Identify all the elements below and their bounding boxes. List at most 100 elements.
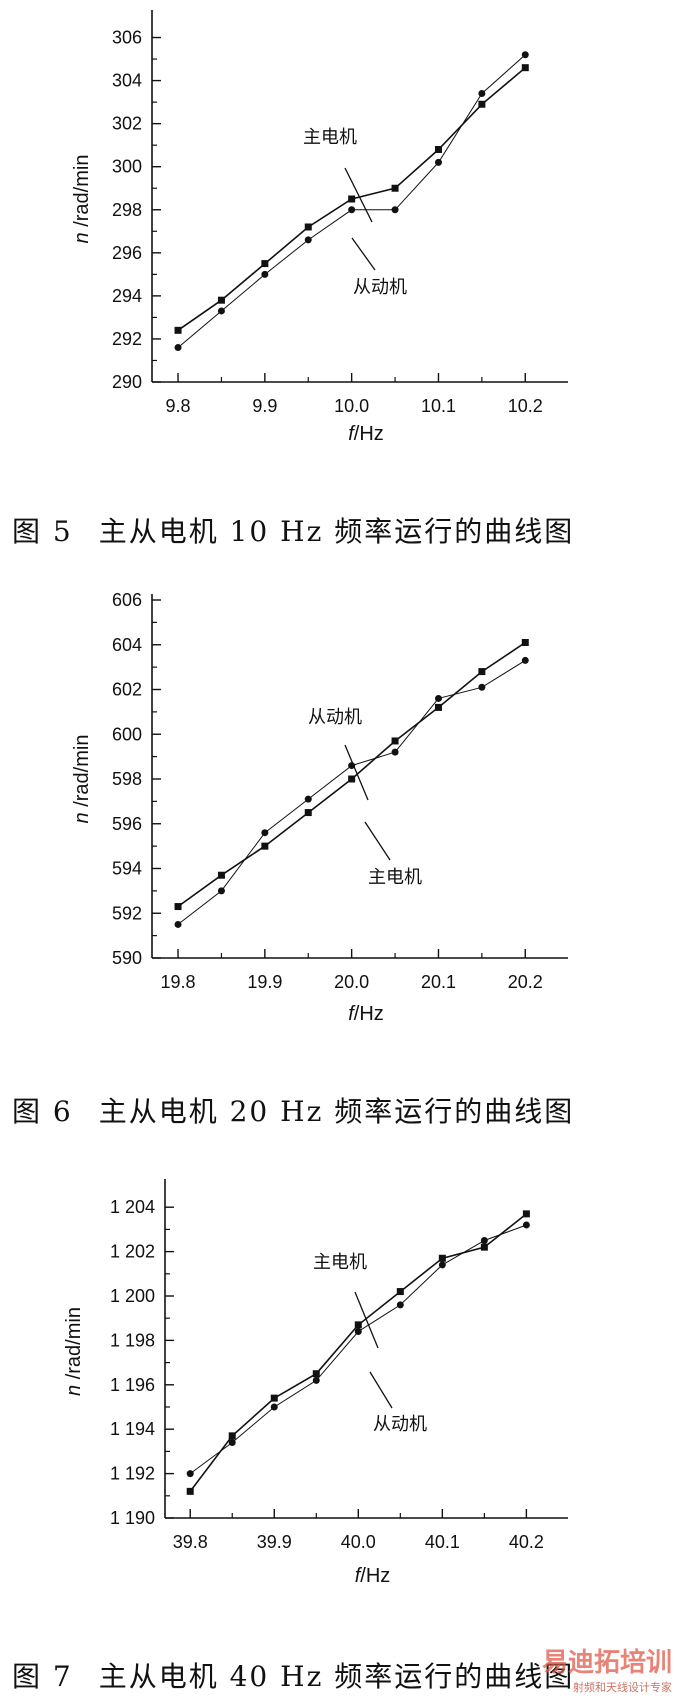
y-tick-label: 296 xyxy=(112,243,142,263)
watermark-logo-text: 易迪拓培训 xyxy=(541,1648,672,1678)
series-line-main-motor xyxy=(177,641,526,908)
y-tick-label: 298 xyxy=(112,200,142,220)
x-tick-label: 39.8 xyxy=(173,1532,208,1552)
data-point-square xyxy=(438,1254,446,1262)
y-axis-label: n /rad/min xyxy=(71,155,93,244)
y-tick-label: 598 xyxy=(112,769,142,789)
caption-number: 图 5 xyxy=(12,515,73,548)
watermark: 易迪拓培训 射频和天线设计专家 xyxy=(542,1642,672,1695)
x-tick-label: 20.0 xyxy=(334,972,369,992)
y-tick-label: 1 202 xyxy=(110,1242,155,1262)
data-point-circle xyxy=(434,694,442,702)
annotation-leader-line xyxy=(354,1291,379,1349)
y-tick-label: 596 xyxy=(112,814,142,834)
data-point-circle xyxy=(228,1439,236,1447)
y-tick-label: 1 204 xyxy=(110,1197,155,1217)
data-point-circle xyxy=(522,1221,530,1229)
x-axis-label: f/Hz xyxy=(348,1003,384,1025)
chart-1: 290 292 294 296 298 300 302 304 306 9.8 9.9 10.0 10.… xyxy=(71,10,568,445)
y-tick-label: 602 xyxy=(112,680,142,700)
x-tick-label: 10.0 xyxy=(334,396,369,416)
y-tick-label: 590 xyxy=(112,948,142,968)
data-point-square xyxy=(217,296,225,304)
x-tick-label: 40.2 xyxy=(509,1532,544,1552)
y-tick-label: 292 xyxy=(112,329,142,349)
y-tick-label: 300 xyxy=(112,157,142,177)
caption-number: 图 6 xyxy=(12,1095,73,1128)
data-point-square xyxy=(261,260,269,268)
data-point-square xyxy=(174,903,182,911)
x-axis-label: f/Hz xyxy=(348,423,384,445)
data-point-circle xyxy=(312,1376,320,1384)
data-point-square xyxy=(261,842,269,850)
y-axis-label: n /rad/min xyxy=(63,1307,85,1396)
data-point-square xyxy=(521,64,529,72)
data-point-square xyxy=(434,145,442,153)
data-point-square xyxy=(391,184,399,192)
caption-figure-5: 图 5 主从电机 10 Hz 频率运行的曲线图 xyxy=(12,510,574,550)
x-tick-label: 10.2 xyxy=(508,396,543,416)
annotation-label: 从动机 xyxy=(353,277,407,298)
y-tick-label: 1 192 xyxy=(110,1464,155,1484)
data-point-square xyxy=(521,639,529,647)
data-point-square xyxy=(174,326,182,334)
data-point-square xyxy=(217,871,225,879)
data-point-square xyxy=(228,1432,236,1440)
y-tick-label: 1 196 xyxy=(110,1375,155,1395)
x-tick-label: 19.9 xyxy=(247,972,282,992)
annotation-leader-line xyxy=(369,1371,393,1409)
data-point-circle xyxy=(348,206,356,214)
annotation-label: 主电机 xyxy=(368,867,422,888)
data-point-square xyxy=(304,809,312,817)
y-tick-label: 600 xyxy=(112,724,142,744)
data-point-square xyxy=(186,1487,194,1495)
data-point-square xyxy=(478,100,486,108)
y-tick-label: 592 xyxy=(112,903,142,923)
data-point-square xyxy=(270,1394,278,1402)
data-point-square xyxy=(434,703,442,711)
watermark-tagline: 射频和天线设计专家 xyxy=(573,1681,672,1694)
data-point-square xyxy=(348,195,356,203)
caption-number: 图 7 xyxy=(12,1660,73,1693)
chart-2: 590 592 594 596 598 600 602 604 606 19.8 19.9 20.0 2… xyxy=(71,590,568,1025)
y-tick-label: 1 194 xyxy=(110,1419,155,1439)
y-tick-label: 1 190 xyxy=(110,1508,155,1528)
x-tick-label: 40.0 xyxy=(341,1532,376,1552)
caption-text: 主从电机 20 Hz 频率运行的曲线图 xyxy=(98,1095,575,1128)
data-point-square xyxy=(396,1288,404,1296)
y-axis-label: n /rad/min xyxy=(71,735,93,824)
data-point-circle xyxy=(261,270,269,278)
data-point-circle xyxy=(396,1301,404,1309)
data-point-circle xyxy=(391,206,399,214)
y-tick-label: 294 xyxy=(112,286,142,306)
data-point-circle xyxy=(261,829,269,837)
x-tick-label: 19.8 xyxy=(161,972,196,992)
chart-3: 1 190 1 192 1 194 1 196 1 198 1 200 1 202 1 204… xyxy=(63,1179,568,1587)
data-point-square xyxy=(312,1370,320,1378)
data-point-circle xyxy=(478,90,486,98)
x-tick-label: 20.1 xyxy=(421,972,456,992)
data-point-circle xyxy=(304,795,312,803)
data-point-circle xyxy=(521,51,529,59)
data-point-circle xyxy=(217,307,225,315)
y-tick-label: 1 200 xyxy=(110,1286,155,1306)
data-point-circle xyxy=(354,1328,362,1336)
annotation-leader-line xyxy=(344,167,373,223)
data-point-circle xyxy=(521,656,529,664)
annotation-leader-line xyxy=(364,821,391,861)
x-tick-label: 9.9 xyxy=(252,396,277,416)
data-point-circle xyxy=(174,344,182,352)
y-tick-label: 1 198 xyxy=(110,1330,155,1350)
y-tick-label: 606 xyxy=(112,590,142,610)
data-point-circle xyxy=(391,748,399,756)
y-tick-label: 306 xyxy=(112,28,142,48)
data-point-circle xyxy=(438,1261,446,1269)
y-tick-label: 302 xyxy=(112,114,142,134)
caption-figure-6: 图 6 主从电机 20 Hz 频率运行的曲线图 xyxy=(12,1090,574,1130)
annotation-label: 主电机 xyxy=(313,1252,367,1273)
caption-text: 主从电机 10 Hz 频率运行的曲线图 xyxy=(98,515,575,548)
data-point-circle xyxy=(304,236,312,244)
caption-text: 主从电机 40 Hz 频率运行的曲线图 xyxy=(98,1660,575,1693)
data-point-circle xyxy=(478,683,486,691)
y-tick-label: 594 xyxy=(112,859,142,879)
